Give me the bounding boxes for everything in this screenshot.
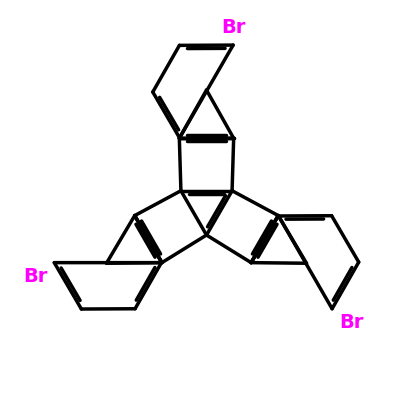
Text: Br: Br bbox=[221, 18, 245, 37]
Text: Br: Br bbox=[23, 267, 47, 286]
Text: Br: Br bbox=[339, 313, 363, 332]
